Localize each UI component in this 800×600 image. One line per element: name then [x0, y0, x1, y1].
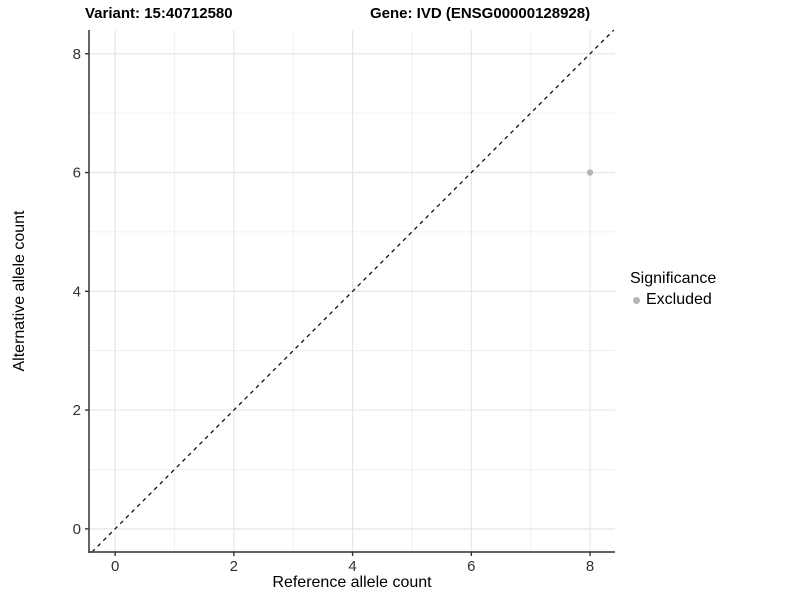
legend-item-label: Excluded — [646, 291, 712, 308]
y-tick-label: 6 — [73, 165, 81, 182]
x-tick-label: 2 — [230, 558, 238, 575]
y-tick-label: 0 — [73, 521, 81, 538]
y-tick-label: 4 — [73, 283, 81, 300]
x-tick-label: 4 — [348, 558, 356, 575]
gene-title: Gene: IVD (ENSG00000128928) — [370, 5, 591, 22]
data-point — [586, 169, 594, 176]
y-tick-label: 2 — [73, 402, 81, 419]
x-axis-label: Reference allele count — [272, 574, 432, 591]
identity-dashed-line — [91, 29, 615, 553]
y-axis-label-text: Alternative allele count — [11, 210, 28, 372]
legend-item-excluded: Excluded — [633, 291, 716, 309]
excluded-dot-icon — [633, 296, 640, 304]
x-tick-label: 6 — [467, 558, 475, 575]
x-tick-label: 0 — [111, 558, 119, 575]
variant-title: Variant: 15:40712580 — [85, 5, 233, 22]
legend-title: Significance — [630, 270, 717, 287]
x-tick-label: 8 — [586, 558, 594, 575]
y-tick-label: 8 — [73, 46, 81, 63]
significance-legend: Significance Excluded — [630, 270, 716, 309]
